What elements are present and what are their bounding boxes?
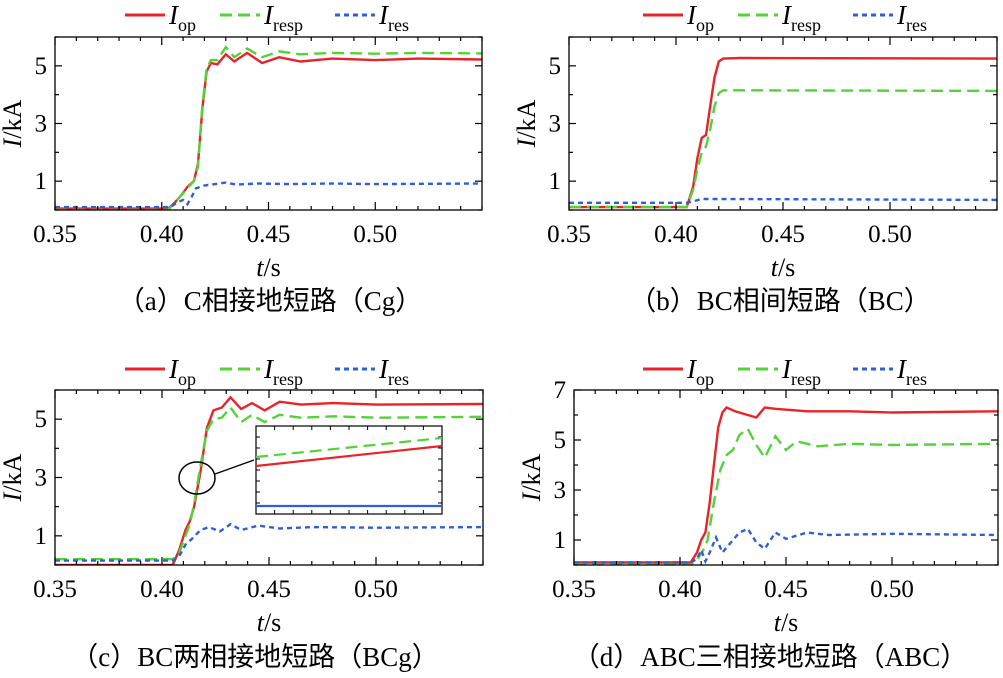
x-tick-label: 0.50 [353, 221, 397, 248]
x-tick-label: 0.35 [33, 221, 77, 248]
legend-label-Iresp: Iresp [781, 354, 821, 389]
x-tick-label: 0.45 [247, 221, 291, 248]
legend-label-Iop: Iop [686, 354, 714, 389]
y-tick-label: 1 [549, 168, 562, 195]
panel-d: 0.35 0.40 0.45 0.50 1 3 5 7 t/s I/kA Iop Iresp Ires （… [517, 354, 999, 672]
series-line-Iop [569, 56, 997, 209]
inset-line-Iresp [255, 436, 443, 459]
y-axis-label: I/kA [0, 453, 27, 502]
series-line-Ires [55, 522, 483, 562]
y-tick-label: 3 [35, 111, 48, 138]
legend-label-Iop: Iop [168, 0, 196, 35]
x-tick-label: 0.35 [33, 576, 77, 603]
x-tick-label: 0.40 [654, 221, 698, 248]
y-tick-label: 5 [35, 53, 48, 80]
zoom-circle [178, 461, 216, 495]
y-tick-label: 5 [549, 53, 562, 80]
y-tick-label: 1 [35, 523, 48, 550]
x-tick-label: 0.45 [761, 221, 805, 248]
x-tick-label: 0.35 [552, 576, 596, 603]
x-tick-label: 0.50 [870, 576, 914, 603]
y-axis-label: I/kA [0, 99, 27, 148]
x-tick-label: 0.40 [658, 576, 702, 603]
x-tick-label: 0.45 [764, 576, 808, 603]
legend-label-Iresp: Iresp [263, 354, 303, 389]
inset-frame [255, 425, 443, 515]
legend-label-Ires: Ires [896, 354, 927, 389]
series-line-Iresp [55, 45, 482, 210]
panel-caption: （a）C相接地短路（Cg） [118, 286, 423, 316]
legend-label-Iop: Iop [686, 0, 714, 35]
x-tick-label: 0.50 [354, 576, 398, 603]
y-tick-label: 5 [554, 427, 567, 454]
panel-a: 0.35 0.40 0.45 0.50 1 3 5 t/s I/kA Iop Iresp Ires （a… [0, 0, 483, 316]
series-line-Iop [55, 395, 483, 565]
series-line-Iresp [574, 427, 998, 565]
y-axis-label: I/kA [517, 453, 546, 502]
legend-label-Iresp: Iresp [781, 0, 821, 35]
zoom-connector [214, 459, 255, 475]
y-tick-label: 3 [554, 477, 567, 504]
x-axis-label: t/s [771, 253, 796, 282]
legend-label-Ires: Ires [378, 354, 409, 389]
legend-label-Ires: Ires [896, 0, 927, 35]
y-tick-label: 1 [35, 168, 48, 195]
panel-caption: （d）ABC三相接地短路（ABC） [573, 642, 968, 672]
panel-caption: （b）BC相间短路（BC） [629, 286, 931, 316]
x-axis-label: t/s [256, 253, 281, 282]
panel-c: 0.35 0.40 0.45 0.50 1 3 5 t/s I/kA Iop Iresp Ires （c… [0, 354, 484, 672]
x-tick-label: 0.40 [140, 576, 184, 603]
inset-line-Iop [255, 444, 443, 468]
x-axis-label: t/s [257, 608, 282, 637]
legend-label-Iop: Iop [168, 354, 196, 389]
legend-label-Ires: Ires [378, 0, 409, 35]
y-tick-label: 1 [554, 527, 567, 554]
y-tick-label: 3 [35, 465, 48, 492]
x-tick-label: 0.50 [868, 221, 912, 248]
x-tick-label: 0.35 [547, 221, 591, 248]
x-tick-label: 0.40 [140, 221, 184, 248]
y-tick-label: 5 [35, 406, 48, 433]
panel-caption: （c）BC两相接地短路（BCg） [71, 642, 439, 672]
panel-b: 0.35 0.40 0.45 0.50 1 3 5 t/s I/kA Iop Iresp Ires （b… [512, 0, 998, 316]
series-line-Iop [55, 51, 482, 210]
plot-frame [568, 36, 998, 211]
legend-label-Iresp: Iresp [263, 0, 303, 35]
y-tick-label: 3 [549, 111, 562, 138]
series-line-Ires [569, 197, 997, 204]
series-line-Iresp [55, 405, 483, 561]
x-axis-label: t/s [774, 608, 799, 637]
x-tick-label: 0.45 [247, 576, 291, 603]
y-tick-label: 7 [554, 377, 567, 404]
y-axis-label: I/kA [512, 99, 541, 148]
series-line-Iop [574, 406, 998, 564]
series-line-Ires [55, 181, 482, 209]
series-line-Iresp [569, 89, 997, 209]
